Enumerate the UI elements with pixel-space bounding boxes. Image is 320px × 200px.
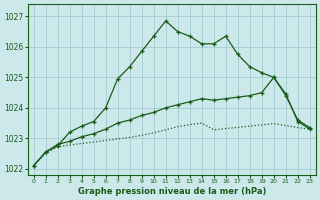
X-axis label: Graphe pression niveau de la mer (hPa): Graphe pression niveau de la mer (hPa) xyxy=(77,187,266,196)
